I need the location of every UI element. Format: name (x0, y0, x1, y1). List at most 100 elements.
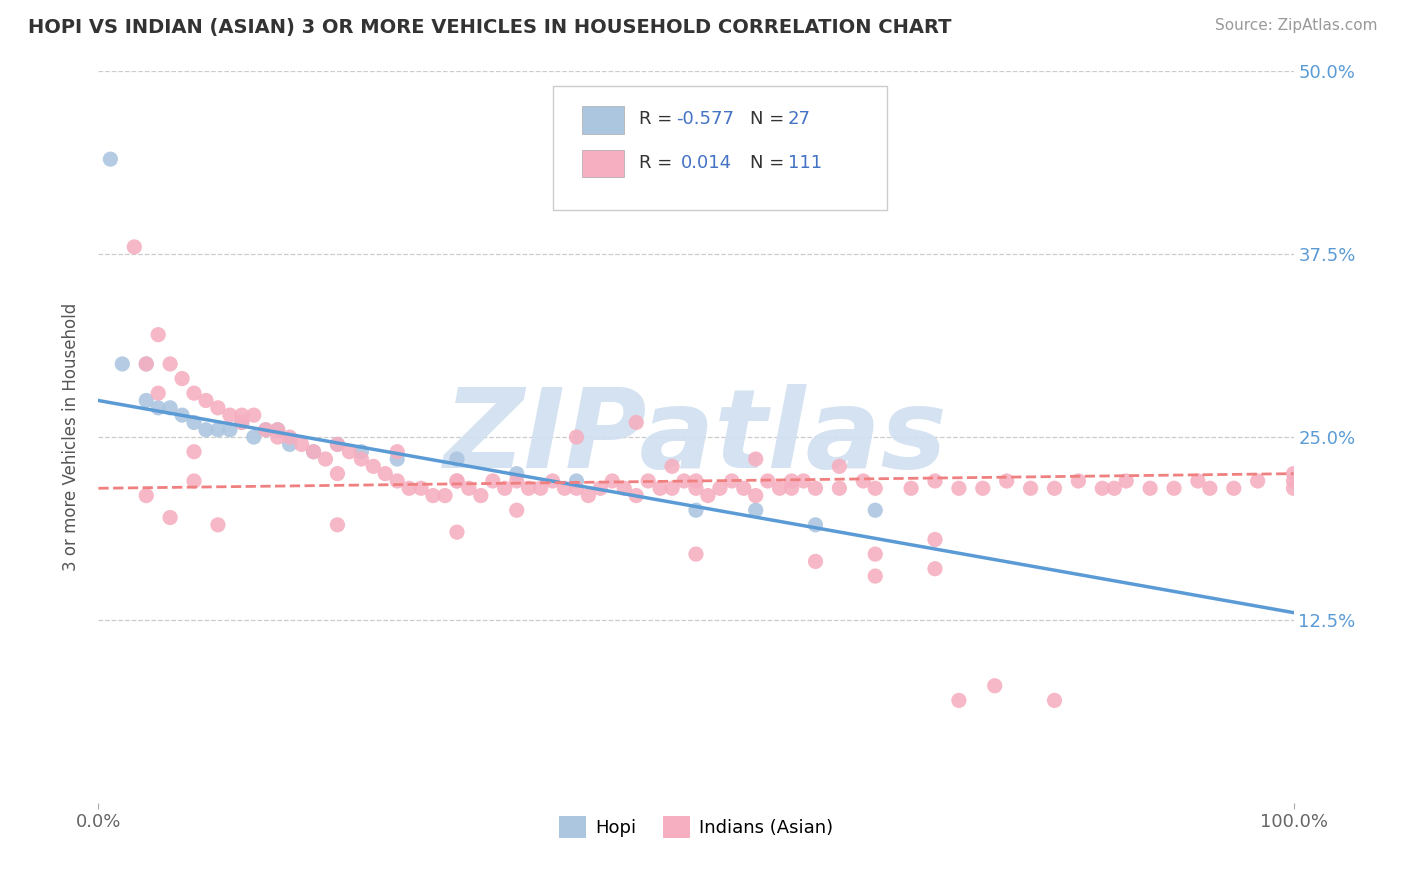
Point (135, 489, 157, 503)
Point (1115, 474, 1137, 488)
Text: ZIPatlas: ZIPatlas (444, 384, 948, 491)
Point (1139, 481, 1161, 495)
Point (326, 437, 349, 451)
Point (1282, 481, 1305, 495)
Point (302, 444, 325, 458)
Point (1223, 481, 1246, 495)
Point (278, 437, 301, 451)
Point (769, 481, 792, 495)
FancyBboxPatch shape (582, 106, 624, 134)
Point (661, 459, 683, 474)
FancyBboxPatch shape (553, 86, 887, 211)
Point (565, 474, 588, 488)
Point (721, 474, 744, 488)
Point (231, 416, 253, 430)
Point (385, 444, 409, 458)
Point (804, 554, 827, 568)
Point (243, 430, 266, 444)
Point (554, 481, 576, 495)
Point (363, 459, 385, 474)
Point (183, 474, 205, 488)
Point (506, 474, 529, 488)
Point (924, 533, 946, 547)
Point (243, 408, 266, 422)
Point (697, 489, 720, 503)
Point (948, 693, 970, 707)
Point (350, 452, 373, 467)
Point (1282, 474, 1305, 488)
Point (267, 423, 290, 437)
Text: 0.014: 0.014 (681, 153, 731, 172)
Point (385, 452, 409, 467)
Y-axis label: 3 or more Vehicles in Household: 3 or more Vehicles in Household (62, 303, 80, 571)
Point (207, 401, 229, 415)
Point (231, 408, 253, 422)
Point (1199, 481, 1222, 495)
Point (673, 474, 696, 488)
Point (172, 408, 194, 422)
Point (446, 525, 468, 540)
Point (350, 444, 373, 458)
Point (745, 503, 768, 517)
Point (278, 430, 301, 444)
Point (1091, 481, 1114, 495)
Text: HOPI VS INDIAN (ASIAN) 3 OR MORE VEHICLES IN HOUSEHOLD CORRELATION CHART: HOPI VS INDIAN (ASIAN) 3 OR MORE VEHICLE… (28, 18, 952, 37)
Point (924, 474, 946, 488)
Point (326, 517, 349, 532)
Text: N =: N = (749, 153, 785, 172)
Text: N =: N = (749, 110, 785, 128)
Point (207, 423, 229, 437)
Point (267, 430, 290, 444)
Point (1043, 481, 1066, 495)
Point (685, 547, 707, 561)
Point (385, 474, 409, 488)
Point (1104, 481, 1126, 495)
Point (302, 444, 325, 458)
Point (135, 393, 157, 408)
Point (626, 416, 648, 430)
Point (1019, 481, 1042, 495)
Point (446, 452, 468, 467)
Point (530, 481, 553, 495)
Point (148, 327, 170, 342)
Point (135, 357, 157, 371)
Point (685, 474, 707, 488)
Point (398, 481, 420, 495)
Point (254, 423, 277, 437)
Text: R =: R = (638, 110, 672, 128)
Point (589, 481, 612, 495)
Point (865, 569, 887, 583)
Point (159, 401, 181, 415)
Point (756, 474, 779, 488)
FancyBboxPatch shape (582, 150, 624, 178)
Point (685, 503, 707, 517)
Text: 27: 27 (787, 110, 811, 128)
Point (745, 489, 768, 503)
Point (780, 474, 803, 488)
Point (865, 481, 887, 495)
Point (828, 459, 851, 474)
Point (804, 517, 827, 532)
Point (326, 437, 349, 451)
Point (506, 503, 529, 517)
Point (446, 474, 468, 488)
Point (148, 401, 170, 415)
Point (183, 444, 205, 458)
Point (1163, 481, 1185, 495)
Point (1187, 474, 1209, 488)
Point (1067, 474, 1090, 488)
Point (111, 357, 134, 371)
Text: R =: R = (638, 153, 672, 172)
Point (148, 386, 170, 401)
Point (195, 393, 218, 408)
Point (852, 474, 875, 488)
Text: 111: 111 (787, 153, 823, 172)
Point (578, 489, 600, 503)
Point (219, 408, 242, 422)
Point (411, 481, 433, 495)
Point (434, 489, 457, 503)
Point (828, 481, 851, 495)
Point (613, 481, 636, 495)
Text: -0.577: -0.577 (676, 110, 734, 128)
Point (1043, 693, 1066, 707)
